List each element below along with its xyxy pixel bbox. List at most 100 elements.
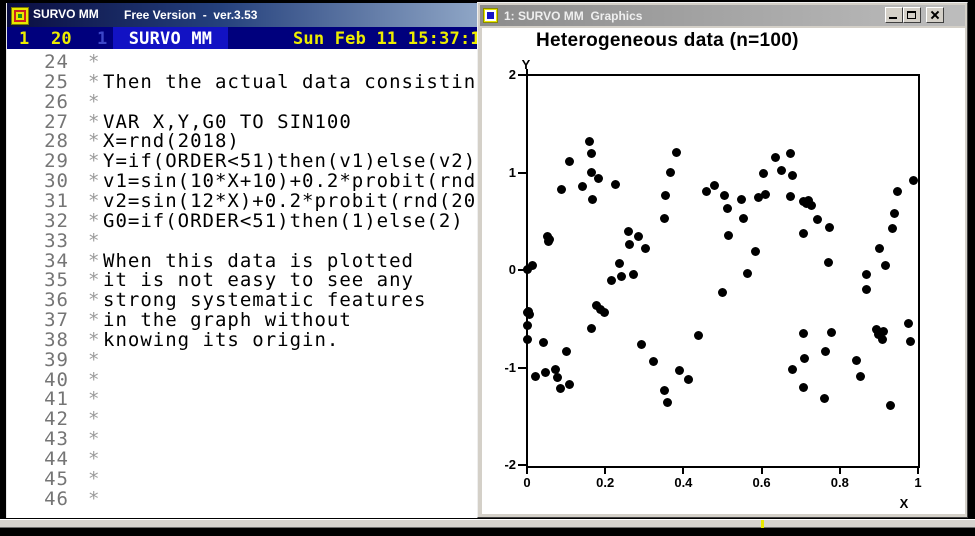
- line-text[interactable]: G0=if(ORDER<51)then(1)else(2): [103, 209, 464, 232]
- editor-line[interactable]: 35 * it is not easy to see any: [7, 269, 478, 292]
- scatter-point: [722, 204, 732, 214]
- editor-line[interactable]: 43 *: [7, 428, 478, 451]
- control-char[interactable]: *: [88, 209, 101, 232]
- edit-field-banner[interactable]: SURVO MM: [113, 27, 228, 49]
- survo-app-icon[interactable]: [11, 7, 29, 25]
- control-char[interactable]: *: [88, 328, 101, 351]
- scatter-point: [637, 339, 647, 349]
- control-char[interactable]: *: [88, 150, 101, 173]
- maximize-button[interactable]: [903, 7, 921, 23]
- scatter-point: [786, 192, 796, 202]
- scatter-point: [564, 379, 574, 389]
- y-axis-label: Y: [521, 57, 531, 72]
- graphics-titlebar[interactable]: 1: SURVO MM Graphics: [480, 5, 965, 26]
- control-char[interactable]: *: [88, 487, 101, 510]
- line-number: 25: [44, 70, 69, 93]
- editor-line[interactable]: 40 *: [7, 368, 478, 391]
- line-text[interactable]: VAR X,Y,G0 TO SIN100: [103, 110, 352, 133]
- editor-line[interactable]: 39 *: [7, 348, 478, 371]
- line-text[interactable]: in the graph without: [103, 309, 352, 332]
- editor-line[interactable]: 24 *: [7, 51, 478, 73]
- scatter-point: [663, 398, 673, 408]
- control-char[interactable]: *: [88, 408, 101, 431]
- editor-line[interactable]: 44 *: [7, 448, 478, 470]
- editor[interactable]: 24 * 25 * Then the actual data consisting 26 *…: [7, 51, 478, 513]
- editor-line[interactable]: 38 * knowing its origin.: [7, 328, 478, 351]
- scatter-point: [607, 276, 617, 286]
- editor-line[interactable]: 28 * X=rnd(2018): [7, 132, 478, 152]
- line-text[interactable]: When this data is plotted: [103, 249, 414, 272]
- editor-header-row[interactable]: 1 20 1 SURVO MM Sun Feb 11 15:37:1: [7, 27, 478, 49]
- control-char[interactable]: *: [88, 249, 101, 272]
- current-line-field[interactable]: 1: [19, 29, 30, 49]
- line-text[interactable]: Then the actual data consisting: [103, 70, 478, 93]
- scatter-point: [594, 173, 604, 183]
- close-button[interactable]: [926, 7, 944, 23]
- editor-line[interactable]: 36 * strong systematic features: [7, 289, 478, 312]
- minimize-button[interactable]: [885, 7, 903, 23]
- survo-app-icon-center: [18, 14, 22, 18]
- control-char[interactable]: *: [88, 170, 101, 193]
- editor-titlebar[interactable]: SURVO MM Free Version - ver.3.53: [7, 3, 478, 27]
- scatter-point: [820, 394, 830, 404]
- line-text[interactable]: X=rnd(2018): [103, 130, 240, 153]
- editor-line[interactable]: 27 * VAR X,Y,G0 TO SIN100: [7, 110, 478, 133]
- control-char[interactable]: *: [88, 309, 101, 332]
- scatter-point: [587, 324, 597, 333]
- editor-line[interactable]: 30 * v1=sin(10*X+10)+0.2*probit(rnd(: [7, 170, 478, 193]
- control-char[interactable]: *: [88, 269, 101, 292]
- graphics-app-icon-center: [487, 12, 494, 19]
- scatter-point: [719, 191, 729, 201]
- graphics-app-icon[interactable]: [483, 8, 498, 23]
- survo-editor-window: SURVO MM Free Version - ver.3.53 1 20 1 …: [6, 3, 478, 518]
- control-char[interactable]: *: [88, 130, 101, 153]
- line-text[interactable]: v2=sin(12*X)+0.2*probit(rnd(201: [103, 189, 478, 212]
- scatter-point: [561, 347, 571, 357]
- scatter-point: [538, 337, 548, 347]
- control-char[interactable]: *: [88, 229, 101, 252]
- control-char[interactable]: *: [88, 428, 101, 451]
- control-char[interactable]: *: [88, 90, 101, 113]
- editor-line[interactable]: 45 *: [7, 467, 478, 490]
- y-tick-mark: [518, 366, 526, 369]
- editor-line[interactable]: 42 *: [7, 408, 478, 431]
- control-char[interactable]: *: [88, 70, 101, 93]
- scatter-point: [693, 330, 703, 340]
- control-char[interactable]: *: [88, 189, 101, 212]
- editor-line[interactable]: 25 * Then the actual data consisting: [7, 70, 478, 93]
- control-char[interactable]: *: [88, 368, 101, 391]
- line-text[interactable]: Y=if(ORDER<51)then(v1)else(v2): [103, 150, 477, 173]
- line-number: 24: [44, 51, 69, 73]
- scatter-point: [786, 148, 796, 158]
- x-tick-label: 0.2: [596, 475, 615, 490]
- editor-line[interactable]: 33 *: [7, 229, 478, 252]
- control-char[interactable]: *: [88, 348, 101, 371]
- editor-line[interactable]: 31 * v2=sin(12*X)+0.2*probit(rnd(201: [7, 189, 478, 212]
- editor-line[interactable]: 34 * When this data is plotted: [7, 249, 478, 272]
- editor-line[interactable]: 37 * in the graph without: [7, 309, 478, 332]
- line-number: 33: [44, 229, 69, 252]
- control-char[interactable]: *: [88, 467, 101, 490]
- line-text[interactable]: v1=sin(10*X+10)+0.2*probit(rnd(: [103, 170, 478, 193]
- line-text[interactable]: strong systematic features: [103, 289, 427, 312]
- control-char[interactable]: *: [88, 448, 101, 470]
- control-char[interactable]: *: [88, 51, 101, 73]
- line-text[interactable]: knowing its origin.: [103, 328, 340, 351]
- line-text[interactable]: it is not easy to see any: [103, 269, 414, 292]
- editor-line[interactable]: 26 *: [7, 90, 478, 113]
- line-number: 44: [44, 448, 69, 470]
- editor-line[interactable]: 32 * G0=if(ORDER<51)then(1)else(2): [7, 209, 478, 232]
- current-col-field[interactable]: 20: [51, 29, 72, 49]
- control-char[interactable]: *: [88, 388, 101, 411]
- scatter-point: [530, 371, 540, 381]
- editor-line[interactable]: 29 * Y=if(ORDER<51)then(v1)else(v2): [7, 150, 478, 173]
- control-char[interactable]: *: [88, 289, 101, 312]
- y-tick-label: -2: [504, 457, 516, 472]
- editor-line[interactable]: 41 *: [7, 390, 478, 410]
- control-char[interactable]: *: [88, 110, 101, 133]
- scatter-point: [702, 186, 712, 196]
- editor-line[interactable]: 46 *: [7, 487, 478, 510]
- scatter-point: [578, 181, 588, 191]
- scatter-point: [623, 227, 633, 237]
